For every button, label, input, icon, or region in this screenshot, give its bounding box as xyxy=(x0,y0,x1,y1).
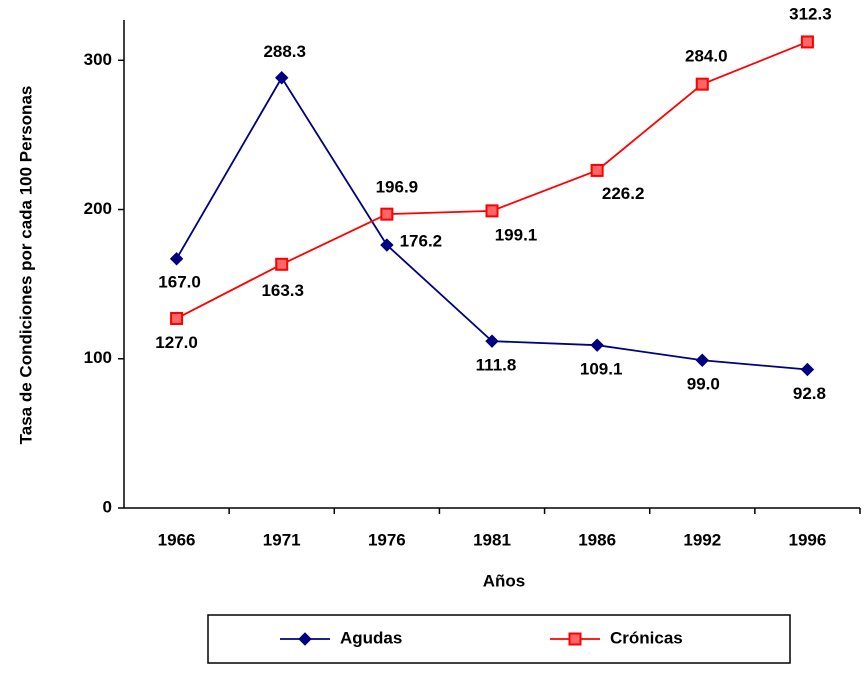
x-tick-label: 1992 xyxy=(683,530,721,549)
data-label: 288.3 xyxy=(263,42,306,61)
data-label: 127.0 xyxy=(155,333,198,352)
y-tick-label: 100 xyxy=(84,348,112,367)
square-marker xyxy=(695,77,709,91)
square-marker xyxy=(590,163,604,177)
diamond-marker xyxy=(275,71,289,85)
data-label: 199.1 xyxy=(495,225,538,244)
square-marker xyxy=(275,257,289,271)
data-label: 196.9 xyxy=(376,178,419,197)
y-tick-label: 300 xyxy=(84,50,112,69)
x-tick-label: 1996 xyxy=(789,530,827,549)
diamond-marker xyxy=(590,338,604,352)
square-marker xyxy=(380,207,394,221)
data-label: 163.3 xyxy=(261,281,304,300)
series-line xyxy=(175,76,808,371)
diamond-marker xyxy=(169,252,184,266)
square-marker xyxy=(485,204,499,218)
data-label: 312.3 xyxy=(789,4,832,23)
x-tick-label: 1981 xyxy=(473,530,511,549)
data-label: 109.1 xyxy=(580,360,623,379)
data-label: 99.0 xyxy=(687,375,720,394)
diamond-marker xyxy=(800,362,815,377)
data-label: 167.0 xyxy=(158,272,201,291)
diamond-marker xyxy=(298,632,312,646)
y-tick-label: 0 xyxy=(103,497,112,516)
data-label: 176.2 xyxy=(400,232,443,251)
x-tick-label: 1971 xyxy=(263,530,301,549)
diamond-marker xyxy=(485,334,499,348)
diamond-marker xyxy=(695,353,709,367)
data-label: 111.8 xyxy=(476,356,517,375)
data-label: 226.2 xyxy=(602,184,645,203)
x-tick-label: 1966 xyxy=(158,530,196,549)
series-line xyxy=(176,41,808,320)
y-axis-title: Tasa de Condiciones por cada 100 Persona… xyxy=(16,86,35,445)
legend-label: Crónicas xyxy=(610,628,683,647)
square-marker xyxy=(800,35,814,49)
diamond-marker xyxy=(380,238,394,252)
x-tick-label: 1986 xyxy=(578,530,616,549)
x-axis-title: Años xyxy=(483,571,526,590)
y-tick-label: 200 xyxy=(84,199,112,218)
data-label: 284.0 xyxy=(685,47,728,66)
data-label: 92.8 xyxy=(793,384,826,403)
x-tick-label: 1976 xyxy=(368,530,406,549)
legend-label: Agudas xyxy=(340,628,402,647)
square-marker xyxy=(170,311,184,325)
square-marker xyxy=(568,632,582,646)
